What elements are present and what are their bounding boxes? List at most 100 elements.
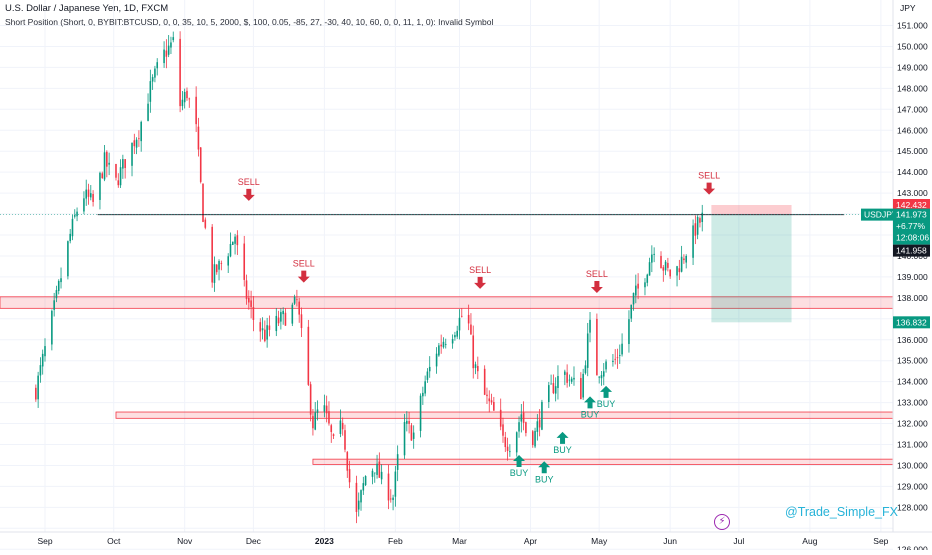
candle-body: [483, 368, 486, 395]
candle-body: [566, 372, 568, 383]
candle-body: [55, 290, 58, 299]
position-stop-zone[interactable]: [711, 204, 792, 215]
price-tag: [893, 198, 930, 211]
candle-body: [621, 343, 623, 355]
position-target-zone[interactable]: [711, 214, 792, 323]
candle-body: [183, 91, 186, 103]
candle-body: [520, 414, 523, 422]
sell-arrow-icon: [242, 188, 255, 201]
candle-body: [389, 498, 392, 500]
candle-body: [440, 344, 442, 347]
sell-label: SELL: [698, 171, 720, 181]
bolt-icon[interactable]: ⚡: [714, 514, 730, 530]
candle-body: [87, 189, 90, 197]
y-tick-label: 129.000: [897, 481, 928, 491]
candle-body: [637, 283, 639, 289]
candle-body: [614, 358, 617, 360]
last-price-box-line: 12:08:06: [896, 233, 929, 243]
candle-body: [692, 225, 694, 258]
candle-body: [680, 256, 683, 272]
x-tick-label: Sep: [37, 536, 52, 546]
symbol-tag[interactable]: [861, 208, 893, 221]
candle-body: [101, 173, 104, 179]
support-resistance-zone[interactable]: [115, 411, 894, 419]
candle-body: [552, 383, 555, 394]
candle-body: [339, 420, 342, 434]
candle-body: [76, 211, 78, 217]
candle-body: [653, 253, 655, 255]
candle-body: [676, 266, 678, 276]
entry-tag: [893, 244, 930, 257]
candle-body: [243, 243, 246, 280]
candle-body: [396, 454, 399, 470]
candle-body: [245, 280, 248, 300]
candle-body: [39, 365, 42, 376]
support-resistance-zone[interactable]: [312, 458, 894, 465]
candle-body: [694, 223, 697, 236]
candle-body: [154, 68, 156, 78]
candle-body: [186, 90, 188, 99]
candle-body: [131, 142, 133, 166]
x-tick-label: Nov: [177, 536, 193, 546]
candle-body: [179, 38, 181, 107]
sell-label: SELL: [238, 177, 260, 187]
candle-body: [460, 315, 463, 317]
candle-body: [408, 421, 410, 424]
candle-body: [699, 218, 701, 223]
candle-body: [392, 497, 394, 501]
candle-body: [316, 409, 319, 413]
candle-body: [211, 226, 213, 283]
candle-body: [435, 353, 438, 367]
candle-body: [341, 422, 344, 430]
candle-body: [573, 377, 575, 380]
y-tick-label: 150.000: [897, 41, 928, 51]
candle-body: [630, 304, 633, 319]
x-tick-label: Apr: [524, 536, 537, 546]
candle-body: [277, 317, 280, 324]
candle-body: [612, 360, 614, 362]
candle-body: [348, 469, 351, 483]
candle-body: [51, 310, 53, 345]
price-axis[interactable]: [893, 0, 932, 550]
candle-body: [506, 446, 509, 451]
candle-body: [424, 381, 426, 394]
candle-body: [419, 395, 422, 431]
x-tick-label: Sep: [873, 536, 888, 546]
candle-body: [293, 296, 296, 304]
y-tick-label: 134.000: [897, 377, 928, 387]
candle-body: [662, 267, 665, 271]
candle-body: [291, 304, 294, 324]
candle-body: [426, 371, 429, 380]
candle-body: [490, 400, 493, 403]
candle-body: [525, 422, 527, 434]
candle-body: [584, 365, 587, 374]
candle-body: [231, 241, 234, 245]
y-tick-label: 139.000: [897, 272, 928, 282]
candle-body: [412, 432, 415, 439]
y-tick-label: 149.000: [897, 62, 928, 72]
y-tick-label: 151.000: [897, 21, 928, 31]
candle-body: [454, 335, 456, 338]
indicator-legend[interactable]: Short Position (Short, 0, BYBIT:BTCUSD, …: [5, 17, 494, 27]
candle-body: [605, 361, 607, 370]
x-tick-label: Jul: [733, 536, 744, 546]
candle-body: [37, 375, 39, 400]
candle-body: [586, 333, 589, 368]
candle-body: [600, 375, 603, 379]
buy-label: BUY: [553, 445, 572, 455]
candle-body: [314, 412, 317, 430]
candle-body: [35, 387, 37, 400]
candle-body: [188, 98, 191, 100]
candle-body: [509, 451, 511, 453]
buy-arrow-icon: [556, 431, 569, 444]
buy-arrow-icon: [600, 385, 613, 398]
candle-body: [167, 45, 170, 55]
candle-body: [357, 500, 360, 510]
candle-body: [596, 318, 598, 376]
candle-body: [373, 472, 376, 474]
price-tag: [893, 316, 930, 329]
candle-body: [570, 378, 573, 382]
candle-body: [502, 424, 504, 436]
